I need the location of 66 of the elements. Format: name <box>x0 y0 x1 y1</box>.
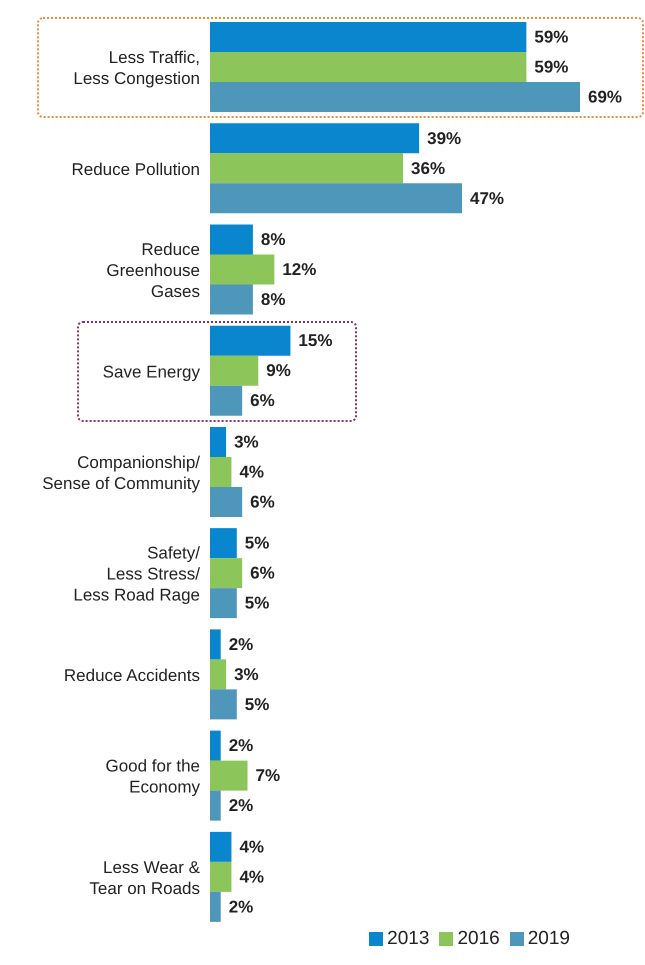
data-label: 4% <box>239 867 264 886</box>
y-tick-label: Reduce Pollution <box>71 159 200 178</box>
data-label: 6% <box>250 391 275 410</box>
bar <box>210 760 248 791</box>
data-label: 59% <box>534 28 568 47</box>
data-label: 4% <box>239 837 264 856</box>
data-label: 2% <box>228 897 254 916</box>
bar <box>210 254 274 285</box>
y-tick-label: Safety/ Less Stress/ Less Road Rage <box>73 543 200 604</box>
legend-label: 2019 <box>528 928 570 949</box>
data-label: 36% <box>411 158 446 178</box>
y-tick-label: Companionship/ Sense of Community <box>42 452 200 492</box>
bar <box>210 52 526 82</box>
data-label: 5% <box>244 534 270 553</box>
legend-label: 2016 <box>457 928 500 949</box>
data-label: 12% <box>282 260 316 280</box>
y-tick-label: Good for the Economy <box>105 756 200 796</box>
data-label: 5% <box>244 594 270 613</box>
bar <box>210 356 258 386</box>
bar <box>210 22 526 52</box>
bar <box>210 326 290 356</box>
data-label: 47% <box>470 188 504 208</box>
data-label: 9% <box>266 361 291 380</box>
bar <box>210 284 253 315</box>
bar <box>210 426 226 457</box>
bar <box>210 486 242 517</box>
bar <box>210 528 237 558</box>
data-label: 7% <box>256 766 280 786</box>
data-label: 3% <box>234 432 259 452</box>
bar <box>210 832 232 862</box>
bar <box>210 689 237 720</box>
data-label: 2% <box>228 796 254 816</box>
bar <box>210 224 253 255</box>
data-label: 39% <box>427 128 462 148</box>
bar <box>210 456 232 487</box>
data-label: 6% <box>250 564 275 583</box>
data-label: 3% <box>234 664 259 684</box>
bar <box>210 730 221 761</box>
data-label: 6% <box>250 492 275 512</box>
legend-label: 2013 <box>387 928 430 949</box>
bar <box>210 588 237 618</box>
bar <box>210 659 226 690</box>
data-label: 69% <box>588 88 622 107</box>
y-tick-label: Reduce Accidents <box>64 665 200 684</box>
y-tick-label: Less Wear & Tear on Roads <box>89 857 201 898</box>
data-label: 4% <box>239 462 264 482</box>
data-label: 5% <box>244 694 270 714</box>
bar <box>210 82 580 112</box>
bar <box>210 558 242 588</box>
bar <box>210 862 232 892</box>
bar <box>210 629 221 660</box>
bar <box>210 892 221 922</box>
data-label: 59% <box>534 58 568 77</box>
bar <box>210 790 221 821</box>
data-label: 15% <box>298 331 332 350</box>
y-tick-label: Reduce Greenhouse Gases <box>106 240 200 301</box>
bar <box>210 386 242 416</box>
data-label: 8% <box>260 230 286 250</box>
data-label: 2% <box>228 634 254 654</box>
data-label: 2% <box>228 736 254 756</box>
data-label: 8% <box>260 290 286 310</box>
y-tick-label: Save Energy <box>102 362 200 381</box>
y-tick-label: Less Traffic, Less Congestion <box>73 48 200 88</box>
bar <box>210 183 462 214</box>
bar <box>210 153 404 184</box>
bar <box>210 123 420 154</box>
